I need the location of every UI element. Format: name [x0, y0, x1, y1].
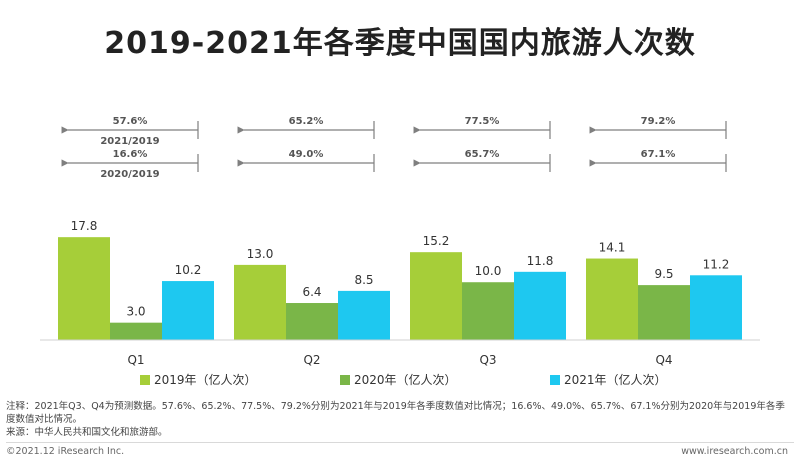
source-line: 来源：中华人民共和国文化和旅游部。 — [6, 427, 168, 438]
data-label-q4-series-1: 14.1 — [599, 241, 626, 255]
data-label-q4-series-2: 9.5 — [654, 267, 673, 281]
comparison-value-q2-row-2: 49.0% — [289, 149, 324, 160]
bar-q2-series-2 — [286, 303, 338, 340]
comparison-value-q4-row-1: 79.2% — [641, 116, 676, 127]
website: www.iresearch.com.cn — [681, 446, 788, 457]
bar-q1-series-3 — [162, 281, 214, 340]
comparison-value-q3-row-1: 77.5% — [465, 116, 500, 127]
comparison-value-q1-row-2: 16.6% — [113, 149, 148, 160]
data-label-q2-series-2: 6.4 — [302, 285, 321, 299]
bar-q4-series-1 — [586, 258, 638, 340]
x-tick-label-q2: Q2 — [303, 353, 320, 367]
data-label-q1-series-1: 17.8 — [71, 219, 98, 233]
data-label-q1-series-2: 3.0 — [126, 305, 145, 319]
comparison-value-q2-row-1: 65.2% — [289, 116, 324, 127]
bar-q3-series-3 — [514, 271, 566, 340]
x-tick-label-q3: Q3 — [479, 353, 496, 367]
data-label-q2-series-1: 13.0 — [247, 247, 274, 261]
legend-label-2: 2020年（亿人次） — [354, 372, 457, 387]
data-label-q4-series-3: 11.2 — [703, 257, 730, 271]
note-line-2: 度数值对比情况。 — [6, 414, 83, 425]
bar-q3-series-1 — [410, 252, 462, 340]
comparison-value-q4-row-2: 67.1% — [641, 149, 676, 160]
legend-swatch-2 — [340, 375, 350, 385]
chart-title: 2019-2021年各季度中国国内旅游人次数 — [104, 26, 696, 61]
copyright: ©2021.12 iResearch Inc. — [6, 446, 125, 457]
legend-label-3: 2021年（亿人次） — [564, 372, 667, 387]
note-line-1: 注释：2021年Q3、Q4为预测数据。57.6%、65.2%、77.5%、79.… — [6, 401, 785, 412]
x-tick-label-q1: Q1 — [127, 353, 144, 367]
bar-q1-series-1 — [58, 237, 110, 340]
data-label-q2-series-3: 8.5 — [354, 273, 373, 287]
footer-divider — [6, 442, 794, 443]
comparison-label-row-2: 2020/2019 — [100, 169, 159, 180]
bar-q2-series-3 — [338, 290, 390, 340]
comparison-value-q1-row-1: 57.6% — [113, 116, 148, 127]
bar-q1-series-2 — [110, 322, 162, 340]
bar-q3-series-2 — [462, 282, 514, 340]
comparison-value-q3-row-2: 65.7% — [465, 149, 500, 160]
bar-q4-series-2 — [638, 285, 690, 340]
bar-chart: 17.8 3.0 10.2 Q1 13.0 6.4 8.5 Q2 15.2 10.0 11.8 Q3 1… — [40, 116, 760, 387]
data-label-q1-series-3: 10.2 — [175, 263, 202, 277]
footnotes: 注释：2021年Q3、Q4为预测数据。57.6%、65.2%、77.5%、79.… — [6, 400, 794, 439]
bar-q2-series-1 — [234, 264, 286, 340]
data-label-q3-series-3: 11.8 — [527, 254, 554, 268]
x-tick-label-q4: Q4 — [655, 353, 672, 367]
legend-label-1: 2019年（亿人次） — [154, 372, 257, 387]
data-label-q3-series-2: 10.0 — [475, 264, 502, 278]
legend-swatch-3 — [550, 375, 560, 385]
comparison-label-row-1: 2021/2019 — [100, 136, 159, 147]
bar-q4-series-3 — [690, 275, 742, 340]
data-label-q3-series-1: 15.2 — [423, 234, 450, 248]
legend-swatch-1 — [140, 375, 150, 385]
